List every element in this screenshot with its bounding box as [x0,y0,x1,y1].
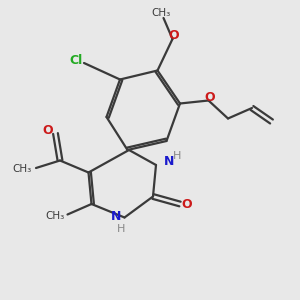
Text: O: O [169,29,179,42]
Text: N: N [111,209,122,223]
Text: CH₃: CH₃ [45,211,64,221]
Text: H: H [117,224,126,235]
Text: N: N [164,155,174,168]
Text: O: O [43,124,53,137]
Text: CH₃: CH₃ [12,164,32,175]
Text: Cl: Cl [70,53,83,67]
Text: CH₃: CH₃ [151,8,170,19]
Text: O: O [204,91,215,104]
Text: H: H [172,151,181,161]
Text: O: O [181,197,192,211]
